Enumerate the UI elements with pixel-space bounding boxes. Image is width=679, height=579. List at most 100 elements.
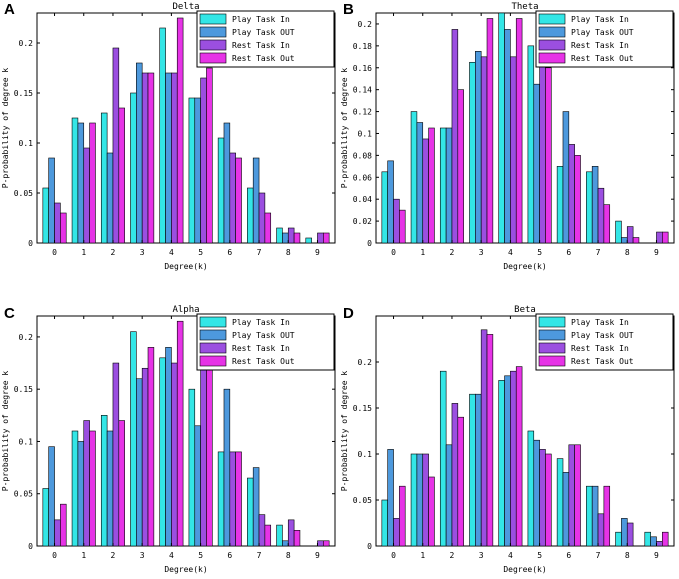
bar-play-task-out-6 [223,388,231,547]
bar-play-task-in-3 [130,331,137,547]
panel-b: B Theta 0 0.02 0.04 0.06 0.08 0.1 0.12 0.14 0.16 0.… [340,1,675,271]
x-tick-label: 0 [391,248,396,257]
bar-rest-task-in-3 [141,367,149,547]
bar-rest-task-in-5 [200,77,207,244]
bar-play-task-out-2 [106,152,114,244]
bar-rest-task-out-0 [399,209,406,244]
bar-play-task-in-2 [439,370,447,547]
x-tick-label: 5 [198,248,203,257]
legend-entry: Play Task OUT [571,28,634,37]
y-tick-label: 0.15 [14,385,33,394]
bar-rest-task-in-0 [54,202,61,244]
bar-play-task-in-6 [556,458,564,547]
y-tick-label: 0.16 [353,64,372,73]
bar-rest-task-out-0 [60,212,67,244]
y-tick-label: 0.1 [358,129,373,138]
legend: Play Task In Play Task OUT Rest Task In Res… [196,313,335,371]
x-tick-label: 3 [140,248,145,257]
bar-rest-task-out-5 [545,453,552,547]
panel-label: B [343,1,354,18]
legend-swatch [199,329,227,341]
bar-play-task-in-3 [469,61,476,244]
legend-swatch [199,39,227,51]
x-tick-label: 4 [508,551,513,560]
x-tick-label: 7 [257,248,262,257]
bar-play-task-in-5 [188,97,196,244]
bar-rest-task-in-1 [83,147,90,244]
y-tick-label: 0.1 [19,437,34,446]
x-tick-label: 8 [625,551,630,560]
bar-rest-task-out-6 [574,444,581,547]
bar-rest-task-out-4 [176,17,184,244]
bar-rest-task-in-4 [171,72,178,244]
bar-rest-task-in-6 [568,144,575,244]
y-tick-label: 0.02 [353,217,372,226]
y-tick-label: 0.15 [14,89,33,98]
bar-rest-task-in-3 [480,329,488,547]
bar-rest-task-out-2 [118,107,125,244]
y-tick-label: 0.2 [19,333,34,342]
bar-play-task-in-7 [247,477,254,547]
legend-entry: Rest Task In [571,41,629,50]
bar-play-task-out-4 [504,29,511,244]
x-tick-label: 2 [450,248,455,257]
bar-rest-task-out-9 [662,531,669,547]
bar-rest-task-in-0 [393,518,400,547]
legend-swatch [538,342,566,354]
bar-rest-task-in-7 [258,514,266,547]
bar-rest-task-in-4 [510,56,517,244]
legend-entry: Rest Task Out [232,357,295,366]
x-tick-label: 7 [257,551,262,560]
bar-rest-task-in-5 [539,449,546,547]
bar-rest-task-in-9 [317,540,324,547]
bar-rest-task-out-9 [323,540,330,547]
bar-play-task-in-5 [527,430,535,547]
x-tick-label: 6 [227,248,232,257]
x-tick-label: 3 [140,551,145,560]
bar-rest-task-out-5 [545,67,552,244]
legend-entry: Rest Task In [232,41,290,50]
bar-rest-task-out-9 [662,231,669,244]
y-axis-label: P-probability of degree k [1,68,10,189]
y-tick-label: 0.1 [19,139,34,148]
x-axis-label: Degree(k) [164,262,207,271]
bar-rest-task-in-2 [451,403,459,547]
bar-rest-task-in-2 [112,362,120,547]
legend-swatch [538,355,566,367]
bar-rest-task-in-9 [656,231,663,244]
bar-rest-task-in-2 [112,47,120,244]
y-tick-label: 0.2 [358,358,373,367]
x-tick-label: 9 [315,551,320,560]
x-tick-label: 0 [52,551,57,560]
legend-swatch [538,26,566,38]
bar-play-task-in-9 [305,237,312,244]
bar-play-task-out-8 [621,518,628,547]
chart-title: Alpha [172,305,199,315]
bar-play-task-in-9 [644,531,651,547]
bar-play-task-out-3 [475,51,482,244]
x-tick-label: 6 [566,551,571,560]
bar-play-task-in-0 [42,187,49,244]
bar-rest-task-out-2 [457,416,464,547]
bar-play-task-in-3 [469,393,476,547]
bar-play-task-out-6 [223,122,231,244]
bar-play-task-in-1 [410,453,418,547]
bar-play-task-in-0 [381,499,388,547]
bar-rest-task-out-5 [206,347,213,547]
bar-play-task-in-1 [71,430,79,547]
x-tick-label: 1 [420,248,425,257]
bar-play-task-out-5 [533,439,540,547]
bar-play-task-out-7 [591,485,599,547]
bar-rest-task-out-4 [515,18,523,244]
bar-play-task-in-8 [276,227,283,244]
bar-play-task-out-8 [282,232,289,244]
bar-rest-task-in-4 [171,362,178,547]
bar-rest-task-in-9 [656,541,663,547]
bar-play-task-in-6 [217,137,225,244]
bar-rest-task-in-6 [229,152,236,244]
bar-rest-task-in-2 [451,29,459,244]
bar-rest-task-in-8 [626,226,634,244]
bar-play-task-in-5 [527,45,535,244]
y-tick-label: 0.06 [353,173,372,182]
legend-swatch [538,52,566,64]
